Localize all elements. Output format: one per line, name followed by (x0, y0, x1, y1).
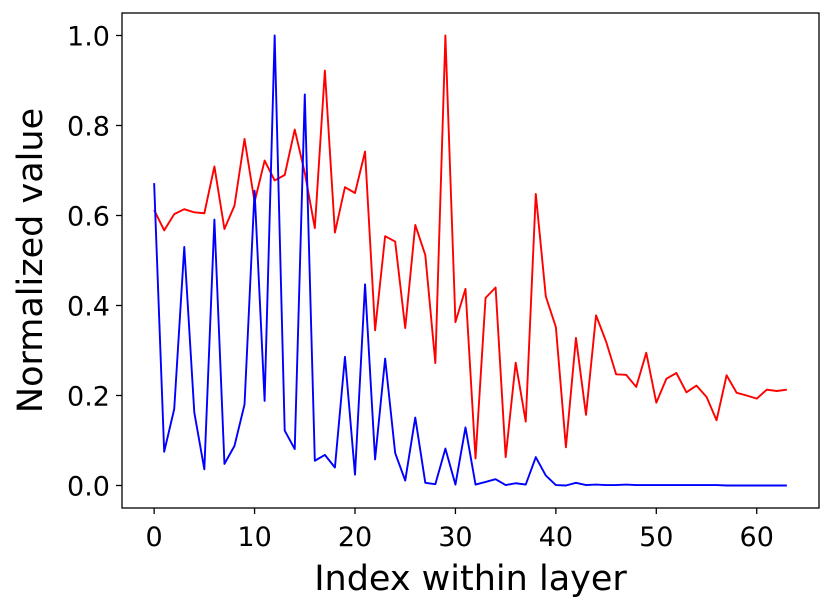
x-tick-label: 0 (146, 522, 163, 553)
y-tick-label: 0.8 (67, 112, 110, 143)
x-tick-label: 10 (237, 522, 271, 553)
x-tick-label: 40 (539, 522, 573, 553)
y-tick-label: 1.0 (67, 22, 110, 53)
x-axis-label: Index within layer (314, 559, 627, 599)
y-axis-label: Normalized value (11, 108, 51, 413)
x-tick-label: 60 (740, 522, 774, 553)
series-line-2 (153, 34, 787, 487)
series-layer (153, 34, 787, 487)
plot-frame (121, 12, 820, 509)
x-tick-label: 30 (438, 522, 472, 553)
x-tick-label: 20 (338, 522, 372, 553)
series-line-1 (153, 34, 787, 460)
y-tick-label: 0.2 (67, 382, 110, 413)
x-tick-label: 50 (639, 522, 673, 553)
ticks-layer: 0 10 20 30 40 50 60 0.0 0.2 0.4 0.6 0.8 1.0 (67, 22, 774, 554)
y-tick-label: 0.4 (67, 292, 110, 323)
y-tick-label: 0.6 (67, 202, 110, 233)
y-tick-label: 0.0 (67, 472, 110, 503)
